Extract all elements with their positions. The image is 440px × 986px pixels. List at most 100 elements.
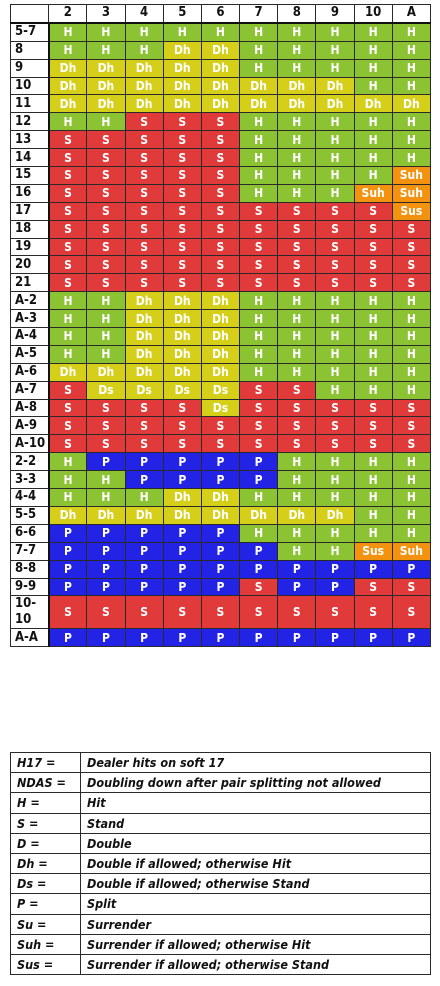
strategy-cell: P — [124, 452, 164, 472]
table-row: 3-3 H H P P P P H H H H — [9, 470, 432, 490]
strategy-cell: Dh — [200, 309, 241, 329]
strategy-cell: S — [200, 416, 241, 436]
strategy-cell: Suh — [391, 166, 432, 185]
legend-key: H17 = — [10, 751, 81, 774]
strategy-cell: S — [48, 183, 88, 203]
strategy-cell: H — [315, 148, 355, 168]
dealer-upcard-header: A — [391, 3, 432, 24]
strategy-cell: S — [86, 434, 126, 454]
strategy-cell: P — [48, 541, 88, 561]
legend-description: Double if allowed; otherwise Hit — [80, 852, 431, 875]
strategy-cell: H — [315, 344, 355, 364]
dealer-upcard-header: 6 — [200, 3, 241, 24]
strategy-cell: H — [391, 488, 432, 507]
strategy-cell: S — [391, 595, 432, 630]
table-row: A-4 H H Dh Dh Dh H H H H H — [9, 327, 432, 346]
table-row: 20 S S S S S S S S S S — [9, 255, 432, 275]
strategy-cell: P — [315, 577, 355, 597]
player-hand-label: 14 — [9, 148, 50, 168]
strategy-cell: P — [48, 577, 88, 597]
table-row: 9-9 P P P P P S P P S S — [9, 577, 432, 597]
strategy-cell: S — [353, 237, 393, 257]
strategy-cell: P — [124, 628, 164, 648]
strategy-cell: S — [162, 398, 202, 418]
strategy-cell: P — [391, 559, 432, 579]
strategy-cell: Dh — [315, 94, 355, 114]
strategy-cell: P — [200, 452, 241, 472]
strategy-cell: H — [86, 488, 126, 507]
strategy-cell: H — [48, 470, 88, 490]
strategy-cell: Suh — [353, 183, 393, 203]
player-hand-label: A-5 — [9, 344, 50, 364]
strategy-cell: S — [124, 166, 164, 185]
table-row: 11 Dh Dh Dh Dh Dh Dh Dh Dh Dh Dh — [9, 94, 432, 114]
table-row: A-2 H H Dh Dh Dh H H H H H — [9, 291, 432, 311]
player-hand-label: A-7 — [9, 380, 50, 400]
legend-description: Dealer hits on soft 17 — [80, 751, 431, 774]
strategy-cell: Dh — [124, 291, 164, 311]
strategy-cell: H — [277, 166, 317, 185]
strategy-cell: H — [353, 452, 393, 472]
strategy-cell: S — [277, 273, 317, 293]
strategy-cell: S — [162, 273, 202, 293]
strategy-cell: H — [353, 309, 393, 329]
strategy-cell: P — [48, 628, 88, 648]
strategy-cell: H — [277, 541, 317, 561]
table-row: A-3 H H Dh Dh Dh H H H H H — [9, 309, 432, 329]
strategy-cell: H — [48, 488, 88, 507]
table-row: A-10 S S S S S S S S S S — [9, 434, 432, 454]
strategy-cell: Dh — [200, 76, 241, 96]
strategy-cell: S — [277, 219, 317, 239]
strategy-cell: H — [86, 291, 126, 311]
strategy-cell: P — [124, 577, 164, 597]
table-row: 8-8 P P P P P P P P P P — [9, 559, 432, 579]
strategy-cell: H — [48, 22, 88, 42]
strategy-cell: S — [277, 255, 317, 275]
strategy-cell: H — [239, 291, 279, 311]
strategy-cell: S — [86, 398, 126, 418]
strategy-cell: S — [239, 434, 279, 454]
strategy-cell: S — [391, 237, 432, 257]
strategy-cell: Ds — [86, 380, 126, 400]
legend-row: Su = Surrender — [10, 913, 431, 935]
strategy-cell: S — [162, 595, 202, 630]
strategy-cell: H — [353, 130, 393, 150]
legend-table: H17 = Dealer hits on soft 17 NDAS = Doublin… — [10, 751, 431, 976]
strategy-cell: S — [48, 219, 88, 239]
strategy-cell: S — [48, 595, 88, 630]
table-row: A-7 S Ds Ds Ds Ds S S H H H — [9, 380, 432, 400]
strategy-cell: P — [86, 452, 126, 472]
strategy-cell: S — [391, 416, 432, 436]
strategy-cell: H — [239, 344, 279, 364]
strategy-cell: Ds — [200, 398, 241, 418]
strategy-cell: P — [86, 523, 126, 543]
dealer-upcard-header: 8 — [277, 3, 317, 24]
strategy-cell: H — [353, 523, 393, 543]
strategy-cell: Dh — [124, 309, 164, 329]
strategy-cell: S — [162, 183, 202, 203]
strategy-cell: S — [200, 130, 241, 150]
strategy-cell: H — [315, 183, 355, 203]
strategy-cell: S — [200, 183, 241, 203]
strategy-cell: H — [353, 327, 393, 346]
strategy-cell: H — [315, 452, 355, 472]
strategy-cell: H — [124, 488, 164, 507]
strategy-cell: P — [277, 628, 317, 648]
strategy-cell: H — [277, 148, 317, 168]
strategy-chart-body: 5-7 H H H H H H H H H H 8 H H H Dh Dh H H H H H 9 Dh Dh Dh Dh Dh H H H… — [9, 22, 432, 648]
strategy-cell: H — [391, 452, 432, 472]
strategy-cell: S — [277, 416, 317, 436]
strategy-cell: H — [239, 58, 279, 78]
strategy-cell: P — [353, 559, 393, 579]
strategy-cell: Dh — [200, 488, 241, 507]
strategy-cell: H — [48, 327, 88, 346]
strategy-cell: P — [200, 523, 241, 543]
strategy-cell: S — [162, 434, 202, 454]
strategy-cell: H — [353, 40, 393, 60]
strategy-cell: H — [277, 130, 317, 150]
table-row: 21 S S S S S S S S S S — [9, 273, 432, 293]
strategy-cell: H — [315, 22, 355, 42]
strategy-cell: P — [124, 470, 164, 490]
legend-row: Dh = Double if allowed; otherwise Hit — [10, 852, 431, 875]
strategy-cell: P — [86, 541, 126, 561]
